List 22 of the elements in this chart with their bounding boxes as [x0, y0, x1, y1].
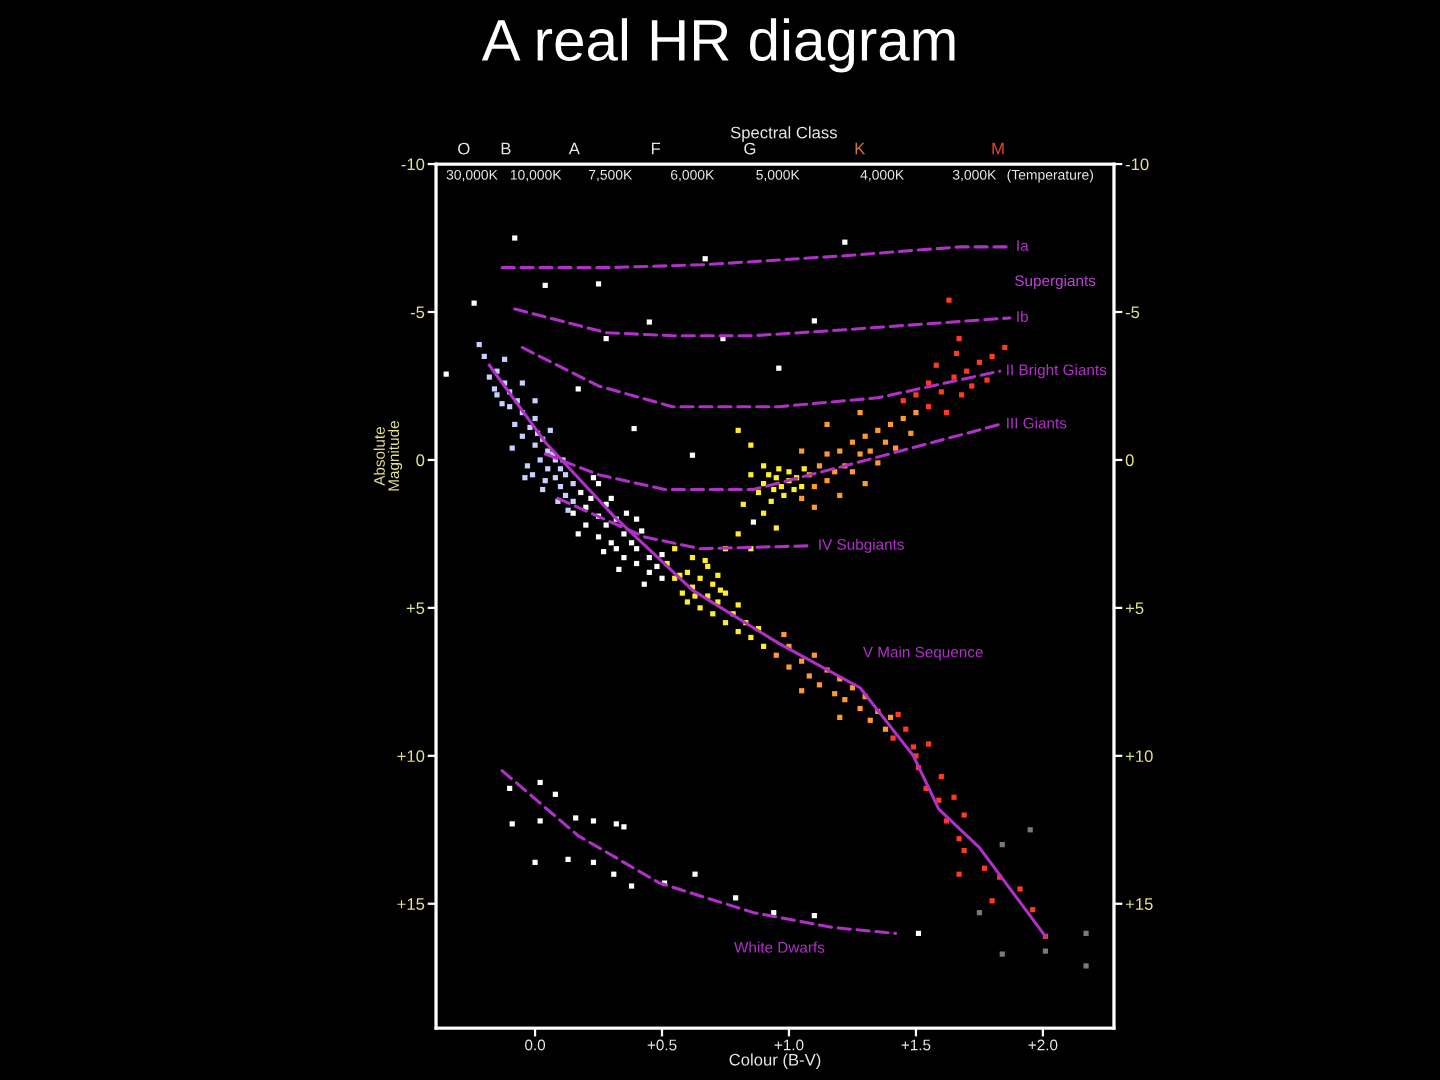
- y-tick-label: -5: [410, 306, 425, 319]
- y-tick-label: 0: [416, 454, 425, 467]
- y2-tick-label: +10: [1125, 750, 1153, 763]
- y-tick-label: -10: [401, 158, 425, 171]
- text: K: [855, 142, 866, 155]
- y2-tick-label: -5: [1125, 306, 1140, 319]
- y2-tick-label: +15: [1125, 898, 1153, 910]
- y-tick-label: +5: [406, 602, 425, 615]
- text: M: [992, 142, 1004, 155]
- text: A: [568, 142, 580, 155]
- x-axis-title: Colour (B-V): [729, 1053, 821, 1069]
- y-tick-label: +10: [397, 750, 425, 763]
- text: B: [501, 142, 511, 155]
- text: G: [744, 142, 756, 155]
- text: Spectral Class: [730, 126, 837, 142]
- text: O: [458, 142, 470, 155]
- text: F: [651, 142, 661, 155]
- chart-title: A real HR diagram: [481, 18, 955, 73]
- y-tick-label: +15: [397, 898, 425, 910]
- y2-tick-label: +5: [1125, 602, 1144, 615]
- y2-tick-label: 0: [1125, 454, 1134, 467]
- y2-tick-label: -10: [1125, 158, 1149, 171]
